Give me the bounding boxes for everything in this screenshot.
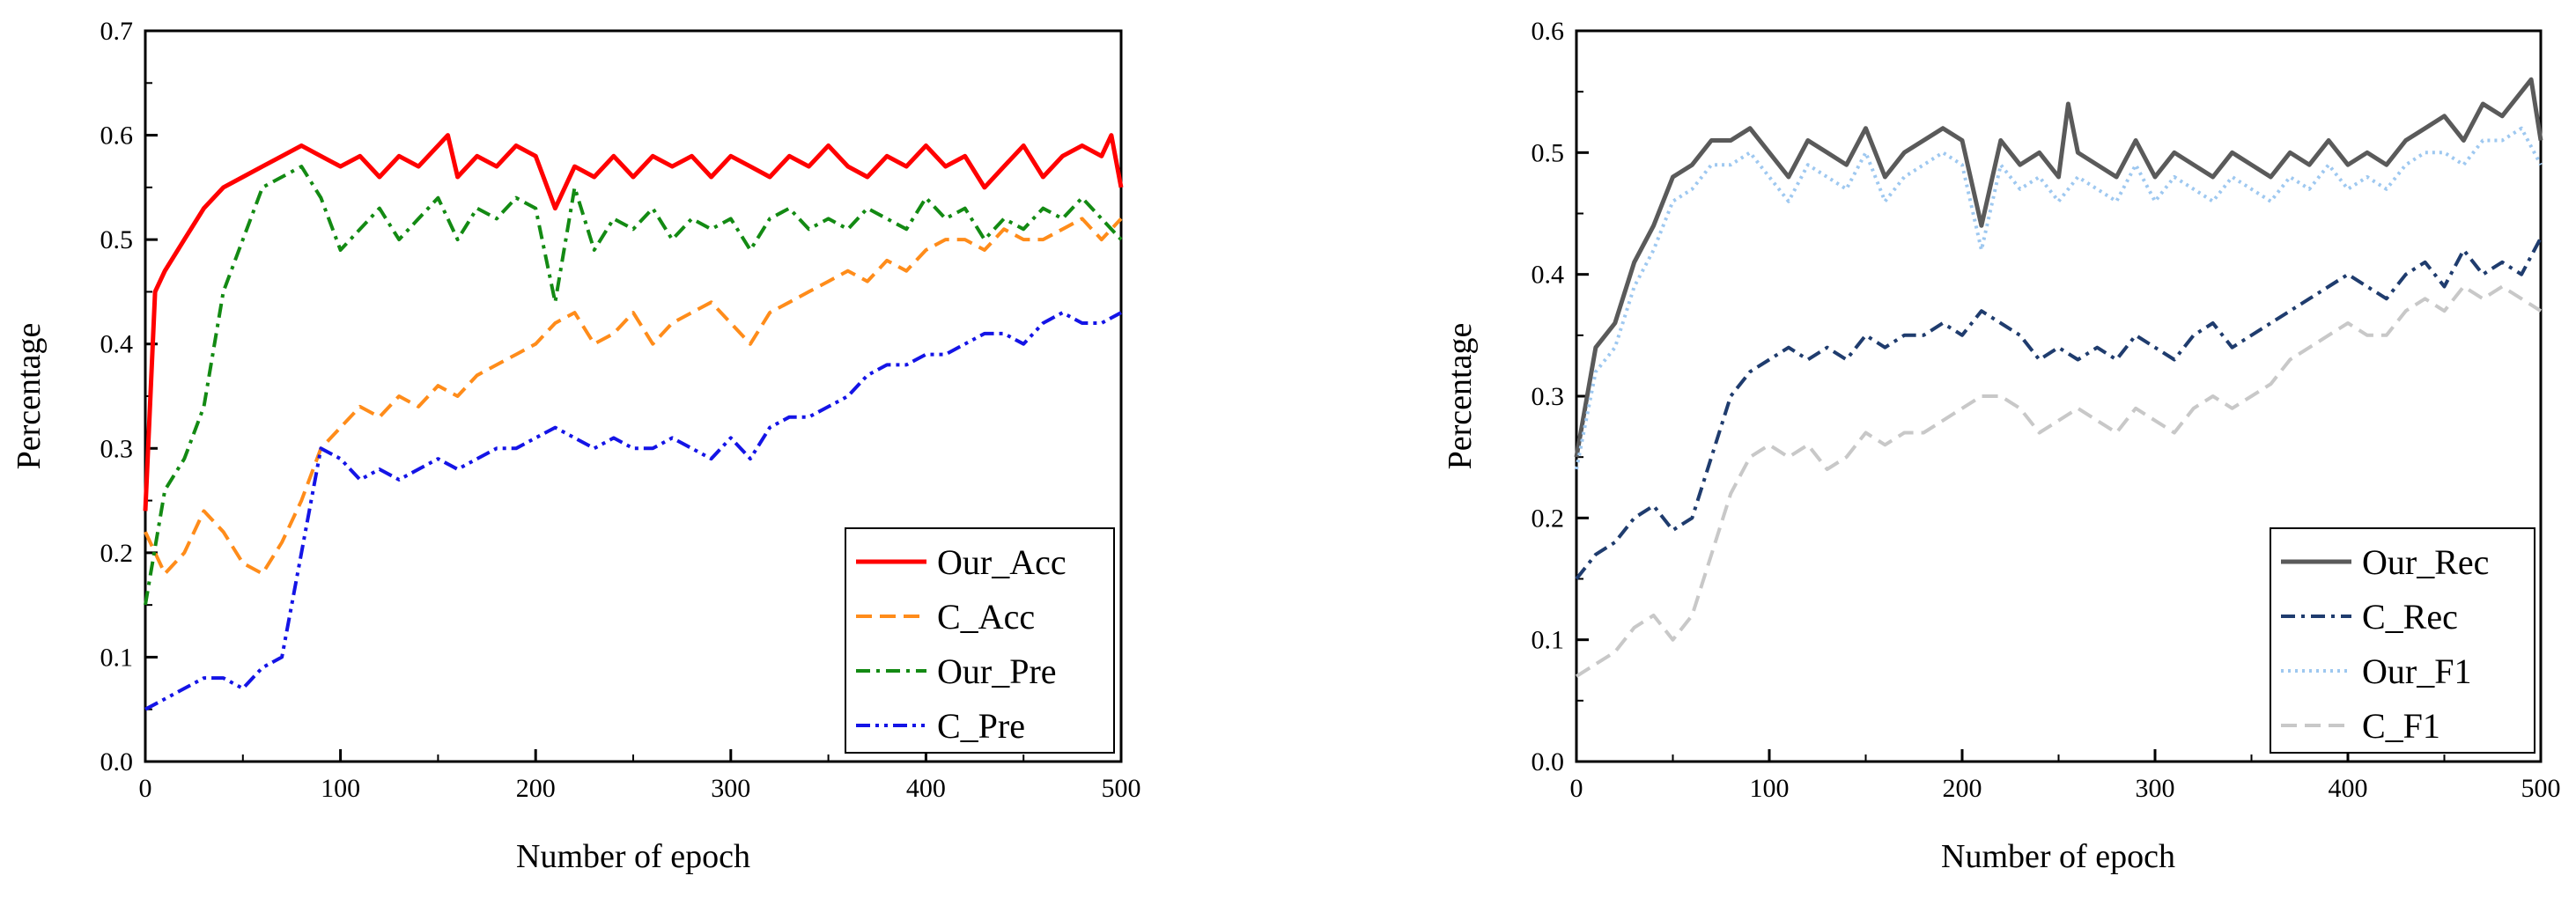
y-axis: 0.0 0.1 0.2 0.3 0.4 0.5 0.6 (1532, 17, 1589, 777)
legend-frame (2270, 527, 2535, 754)
x-tick-label: 500 (2521, 774, 2561, 803)
x-tick-label: 100 (1750, 774, 1790, 803)
x-tick-label: 400 (2329, 774, 2368, 803)
x-tick-label: 200 (1943, 774, 1982, 803)
x-axis-title: Number of epoch (1941, 838, 2175, 875)
y-tick-label: 0.0 (1532, 747, 1565, 777)
y-axis: 0.0 0.1 0.2 0.3 0.4 0.5 0.6 0.7 (100, 17, 158, 777)
y-tick-label: 0.6 (1532, 17, 1565, 46)
legend-label: C_Acc (937, 597, 1035, 637)
x-tick-label: 300 (2136, 774, 2175, 803)
series-line-our-f1 (1575, 126, 2543, 470)
x-tick-label: 400 (906, 774, 946, 803)
y-tick-label: 0.0 (100, 747, 134, 777)
y-tick-label: 0.4 (100, 330, 134, 359)
y-tick-label: 0.1 (100, 643, 134, 672)
legend: Our_Acc C_Acc Our_Pre C_Pre (845, 527, 1115, 754)
chart-left: 0 100 200 300 400 500 0.00.10.20.30.40.50.60.… (11, 17, 1141, 875)
y-tick-label: 0.4 (1532, 261, 1565, 290)
y-tick-label: 0.6 (100, 121, 134, 151)
x-tick-label: 100 (321, 774, 360, 803)
series-line-c-rec (1575, 237, 2543, 580)
x-axis: 0 100 200 300 400 500 (139, 749, 1141, 803)
x-tick-label: 300 (711, 774, 750, 803)
y-tick-label: 0.2 (1532, 504, 1565, 533)
y-tick-label: 0.2 (100, 539, 134, 568)
series-group (143, 133, 1124, 711)
legend-label: Our_Pre (937, 651, 1057, 691)
x-tick-label: 0 (139, 774, 152, 803)
y-axis-title: Percentage (11, 323, 48, 470)
series-line-c-pre (144, 311, 1122, 711)
legend-label: C_F1 (2362, 706, 2440, 746)
x-axis: 0 100 200 300 400 500 (1570, 749, 2561, 803)
legend-label: C_Pre (937, 706, 1025, 746)
legend-label: Our_Acc (937, 542, 1067, 582)
y-tick-label: 0.1 (1532, 626, 1565, 655)
y-tick-label: 0.5 (1532, 138, 1565, 167)
chart-right: 0 100 200 300 400 500 0.0 0.1 0.2 0.3 0.4 0.5 0.6 N… (1442, 17, 2561, 875)
series-line-our-rec (1574, 77, 2543, 458)
y-tick-label: 0.3 (1532, 382, 1565, 411)
series-group (1574, 77, 2543, 678)
x-tick-label: 0 (1570, 774, 1583, 803)
y-tick-label: 0.3 (100, 434, 134, 463)
x-tick-label: 200 (516, 774, 556, 803)
y-axis-title: Percentage (1442, 323, 1479, 470)
series-line-c-f1 (1575, 284, 2543, 678)
series-line-our-pre (144, 165, 1123, 606)
x-tick-label: 500 (1102, 774, 1141, 803)
y-tick-label: 0.7 (100, 17, 134, 46)
x-axis-title: Number of epoch (516, 838, 750, 875)
legend-label: Our_F1 (2362, 651, 2471, 691)
legend-label: Our_Rec (2362, 542, 2489, 582)
series-line-our-acc (143, 133, 1124, 512)
series-line-c-acc (144, 217, 1123, 576)
y-tick-label: 0.5 (100, 225, 134, 254)
legend: Our_Rec C_Rec Our_F1 C_F1 (2270, 527, 2535, 754)
legend-frame (845, 527, 1115, 754)
legend-label: C_Rec (2362, 597, 2458, 637)
